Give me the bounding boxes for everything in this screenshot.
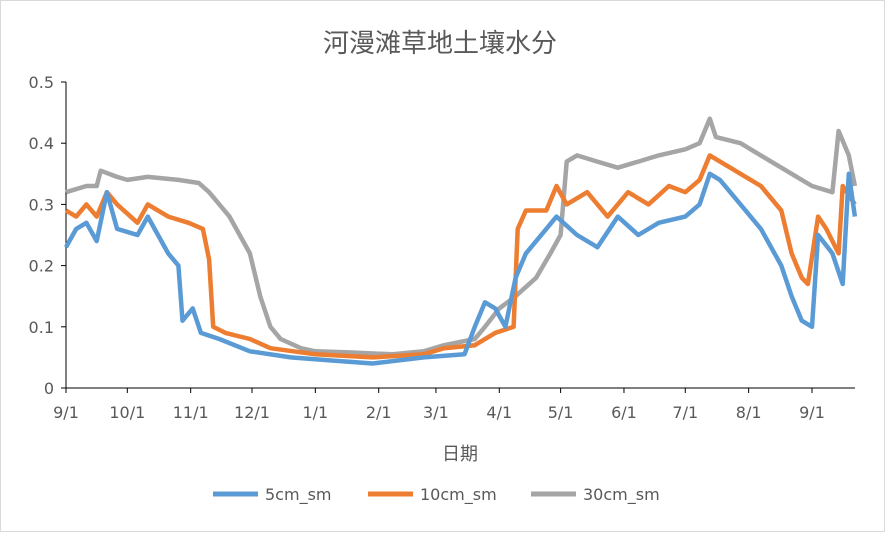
series-line-10cm_sm	[64, 153, 857, 360]
x-tick-label: 6/1	[611, 403, 637, 422]
x-axis-label: 日期	[442, 444, 478, 465]
y-tick-label: 0.1	[29, 318, 54, 337]
x-tick-label: 9/1	[799, 403, 825, 422]
x-tick-label: 5/1	[548, 403, 574, 422]
chart-title: 河漫滩草地土壤水分	[323, 29, 557, 59]
x-tick-label: 10/1	[109, 403, 145, 422]
y-tick-label: 0.2	[29, 257, 54, 276]
x-tick-label: 9/1	[53, 403, 79, 422]
legend: 5cm_sm 10cm_sm 30cm_sm	[213, 485, 660, 505]
legend-label-10cm_sm: 10cm_sm	[420, 485, 497, 505]
x-tick-label: 1/1	[302, 403, 328, 422]
legend-label-5cm_sm: 5cm_sm	[265, 485, 331, 505]
x-tick-label: 7/1	[672, 403, 698, 422]
y-tick-label: 0	[44, 379, 54, 398]
y-tick-label: 0.3	[29, 195, 54, 214]
legend-label-30cm_sm: 30cm_sm	[583, 485, 660, 505]
x-tick-label: 2/1	[366, 403, 392, 422]
y-tick-label: 0.5	[29, 73, 54, 92]
axes: 0 0.1 0.2 0.3 0.4 0.5 9/1 10/1 11/1 12/1 1/1 2/1 3/1…	[29, 73, 855, 422]
x-tick-label: 11/1	[173, 403, 209, 422]
y-tick-label: 0.4	[29, 134, 54, 153]
series-group	[64, 116, 858, 366]
series-line-30cm_sm	[65, 116, 858, 357]
x-tick-label: 3/1	[423, 403, 449, 422]
x-tick-label: 4/1	[486, 403, 512, 422]
x-tick-label: 12/1	[234, 403, 270, 422]
x-tick-label: 8/1	[736, 403, 762, 422]
series-line-5cm_sm	[64, 171, 858, 366]
